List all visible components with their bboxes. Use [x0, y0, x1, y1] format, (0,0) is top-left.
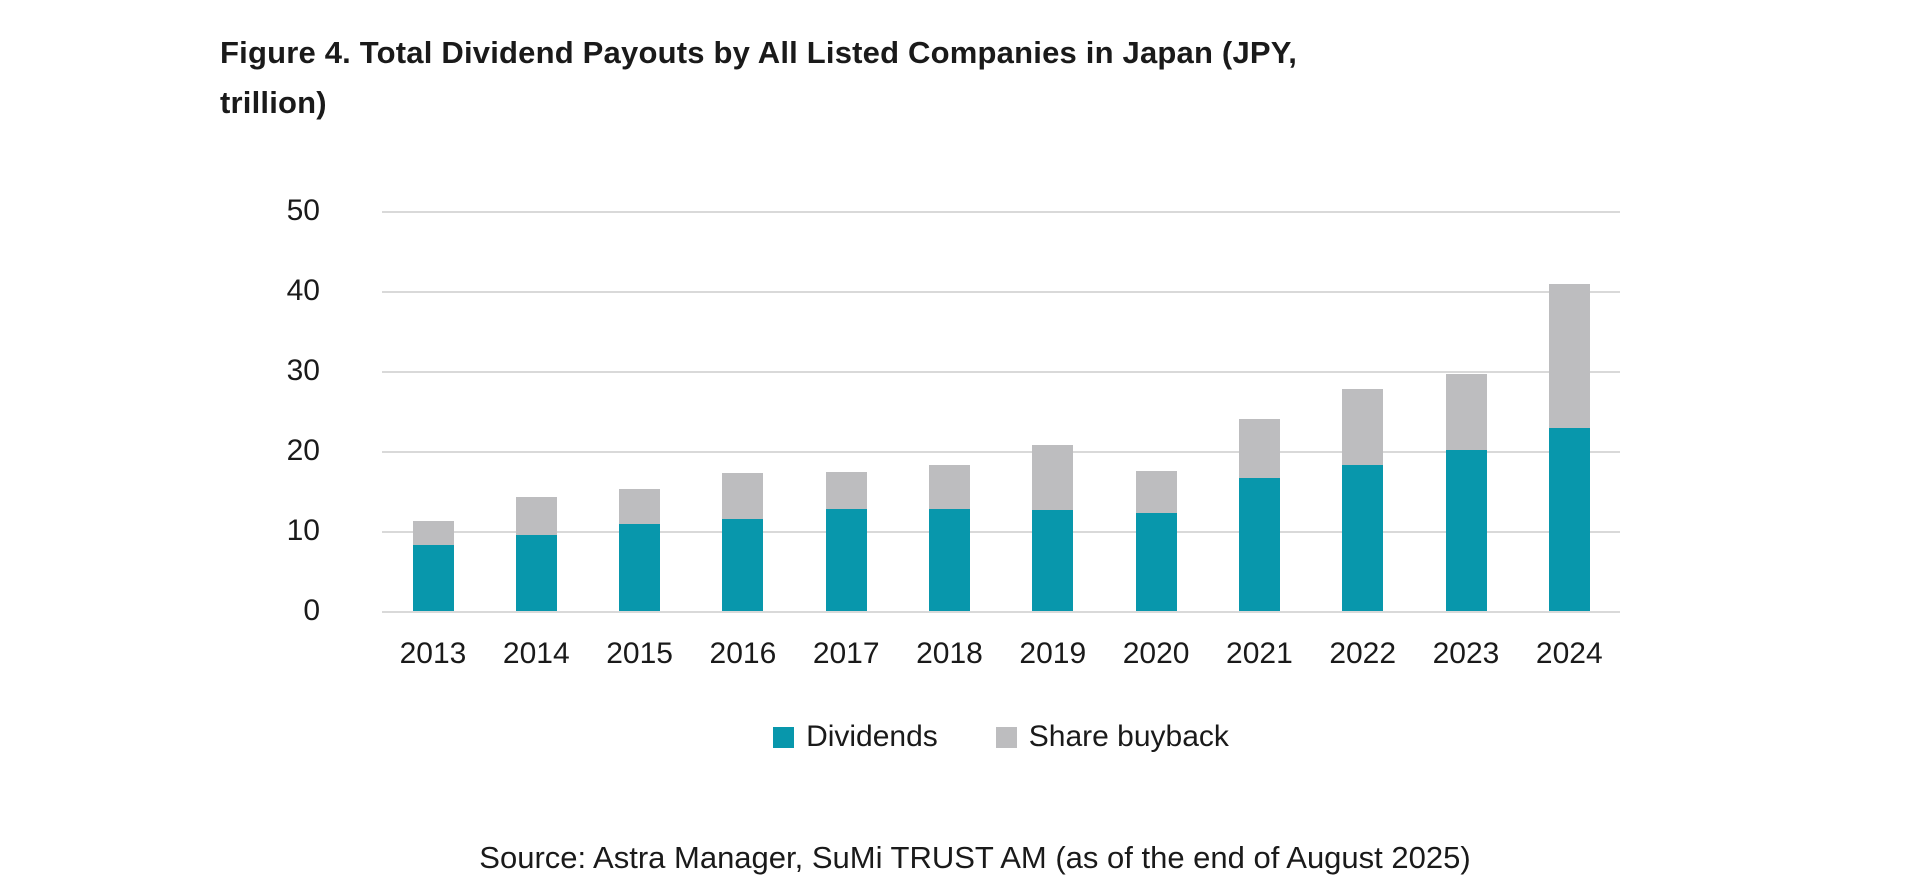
bar-segment-dividends-2019	[1032, 510, 1074, 611]
x-tick-label-2024: 2024	[1535, 637, 1603, 670]
bar-segment-dividends-2020	[1135, 512, 1177, 611]
gridline-20	[382, 451, 1620, 453]
bar-segment-share-buyback-2023	[1445, 374, 1487, 451]
bar-segment-share-buyback-2018	[929, 464, 970, 509]
x-tick-label-2023: 2023	[1432, 637, 1500, 670]
bar-segment-dividends-2016	[722, 519, 764, 611]
bar-segment-share-buyback-2020	[1135, 471, 1177, 513]
legend-swatch-icon	[773, 726, 795, 748]
bar-segment-share-buyback-2019	[1032, 444, 1074, 511]
legend-item-dividends: Dividends	[773, 720, 938, 754]
bar-segment-share-buyback-2024	[1548, 283, 1590, 428]
bar-segment-dividends-2018	[929, 508, 970, 611]
bar-segment-dividends-2015	[619, 523, 661, 611]
gridline-50	[382, 211, 1620, 213]
bar-segment-dividends-2023	[1445, 450, 1487, 611]
y-tick-label-40: 40	[286, 274, 320, 307]
y-tick-label-20: 20	[286, 434, 320, 467]
x-tick-label-2015: 2015	[606, 637, 673, 670]
x-tick-label-2022: 2022	[1329, 637, 1397, 670]
figure-title: Figure 4. Total Dividend Payouts by All …	[220, 28, 1420, 128]
chart-plot-area	[382, 211, 1620, 613]
y-tick-label-10: 10	[286, 514, 320, 547]
bar-segment-share-buyback-2022	[1342, 389, 1384, 465]
bar-segment-share-buyback-2021	[1238, 419, 1280, 479]
x-tick-label-2019: 2019	[1019, 637, 1087, 670]
x-tick-label-2016: 2016	[709, 637, 777, 670]
x-tick-label-2017: 2017	[812, 637, 880, 670]
y-tick-label-30: 30	[286, 354, 320, 387]
x-tick-label-2021: 2021	[1226, 637, 1293, 670]
bar-segment-share-buyback-2016	[722, 472, 764, 519]
bar-segment-share-buyback-2013	[412, 521, 454, 545]
bar-segment-dividends-2024	[1548, 427, 1590, 611]
figure-title-line2: trillion)	[220, 85, 327, 120]
bar-segment-dividends-2017	[825, 508, 867, 611]
bar-segment-dividends-2021	[1238, 478, 1280, 611]
legend-label: Share buyback	[1028, 720, 1229, 753]
bar-segment-dividends-2014	[515, 535, 557, 611]
bar-segment-dividends-2013	[412, 544, 454, 611]
bar-segment-share-buyback-2015	[619, 488, 661, 524]
x-tick-label-2020: 2020	[1122, 637, 1190, 670]
x-tick-label-2013: 2013	[399, 637, 467, 670]
bar-segment-share-buyback-2017	[825, 471, 867, 509]
x-tick-label-2018: 2018	[916, 637, 983, 670]
legend-label: Dividends	[806, 720, 938, 753]
figure-title-line1: Figure 4. Total Dividend Payouts by All …	[220, 35, 1298, 70]
gridline-10	[382, 531, 1620, 533]
bar-segment-dividends-2022	[1342, 464, 1384, 611]
y-tick-label-0: 0	[303, 594, 320, 627]
gridline-40	[382, 291, 1620, 293]
y-tick-label-50: 50	[286, 194, 320, 227]
bar-segment-share-buyback-2014	[515, 497, 557, 535]
chart-legend: Dividends Share buyback	[382, 720, 1620, 754]
x-tick-label-2014: 2014	[502, 637, 570, 670]
gridline-30	[382, 371, 1620, 373]
source-text: Source: Astra Manager, SuMi TRUST AM (as…	[479, 840, 1471, 875]
legend-swatch-icon	[995, 726, 1017, 748]
legend-item-share-buyback: Share buyback	[995, 720, 1229, 754]
gridline-0	[382, 611, 1620, 613]
